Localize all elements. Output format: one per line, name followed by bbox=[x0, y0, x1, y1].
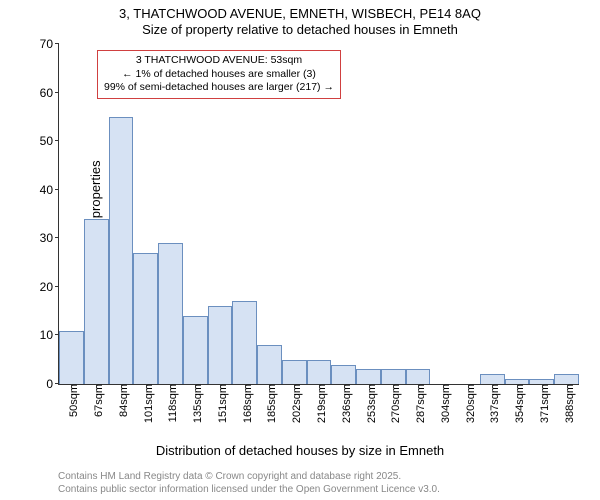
histogram-bar bbox=[59, 331, 84, 384]
y-tick-label: 70 bbox=[40, 37, 59, 51]
y-tick-mark bbox=[55, 237, 59, 238]
x-tick-label: 50sqm bbox=[62, 384, 80, 417]
plot-area: 3 THATCHWOOD AVENUE: 53sqm ← 1% of detac… bbox=[58, 44, 579, 385]
y-tick-label: 30 bbox=[40, 231, 59, 245]
footer-line1: Contains HM Land Registry data © Crown c… bbox=[58, 470, 440, 483]
histogram-bar bbox=[257, 345, 282, 384]
x-tick-label: 320sqm bbox=[459, 384, 477, 423]
x-tick-mark bbox=[245, 384, 246, 388]
x-tick-label: 388sqm bbox=[558, 384, 576, 423]
x-tick-label: 168sqm bbox=[236, 384, 254, 423]
annotation-line2: ← 1% of detached houses are smaller (3) bbox=[104, 68, 334, 82]
x-tick-label: 304sqm bbox=[434, 384, 452, 423]
histogram-bar bbox=[331, 365, 356, 384]
chart-container: 3, THATCHWOOD AVENUE, EMNETH, WISBECH, P… bbox=[0, 0, 600, 500]
x-tick-label: 135sqm bbox=[186, 384, 204, 423]
x-tick-mark bbox=[344, 384, 345, 388]
x-tick-mark bbox=[567, 384, 568, 388]
histogram-bar bbox=[158, 243, 183, 384]
histogram-bar bbox=[109, 117, 134, 384]
x-tick-label: 253sqm bbox=[360, 384, 378, 423]
x-tick-label: 202sqm bbox=[285, 384, 303, 423]
x-tick-label: 236sqm bbox=[335, 384, 353, 423]
x-tick-mark bbox=[220, 384, 221, 388]
footer-text: Contains HM Land Registry data © Crown c… bbox=[58, 470, 440, 496]
histogram-bar bbox=[307, 360, 332, 384]
x-axis-label: Distribution of detached houses by size … bbox=[0, 443, 600, 458]
x-tick-label: 270sqm bbox=[384, 384, 402, 423]
annotation-box: 3 THATCHWOOD AVENUE: 53sqm ← 1% of detac… bbox=[97, 50, 341, 99]
annotation-line1: 3 THATCHWOOD AVENUE: 53sqm bbox=[104, 54, 334, 68]
x-tick-mark bbox=[195, 384, 196, 388]
histogram-bar bbox=[406, 369, 431, 384]
histogram-bar bbox=[554, 374, 579, 384]
chart-title-line2: Size of property relative to detached ho… bbox=[0, 22, 600, 37]
x-tick-label: 354sqm bbox=[508, 384, 526, 423]
x-tick-label: 101sqm bbox=[137, 384, 155, 423]
histogram-bar bbox=[133, 253, 158, 384]
histogram-bar bbox=[208, 306, 233, 384]
annotation-line3: 99% of semi-detached houses are larger (… bbox=[104, 81, 334, 95]
x-tick-mark bbox=[96, 384, 97, 388]
x-tick-mark bbox=[71, 384, 72, 388]
histogram-bar bbox=[480, 374, 505, 384]
x-tick-mark bbox=[468, 384, 469, 388]
y-tick-label: 20 bbox=[40, 280, 59, 294]
x-tick-mark bbox=[294, 384, 295, 388]
x-tick-mark bbox=[369, 384, 370, 388]
y-tick-label: 0 bbox=[46, 377, 59, 391]
histogram-bar bbox=[232, 301, 257, 384]
histogram-bar bbox=[282, 360, 307, 384]
x-tick-label: 371sqm bbox=[533, 384, 551, 423]
chart-title-line1: 3, THATCHWOOD AVENUE, EMNETH, WISBECH, P… bbox=[0, 6, 600, 21]
x-tick-mark bbox=[269, 384, 270, 388]
x-tick-mark bbox=[146, 384, 147, 388]
y-tick-mark bbox=[55, 43, 59, 44]
x-tick-label: 67sqm bbox=[87, 384, 105, 417]
y-tick-mark bbox=[55, 92, 59, 93]
histogram-bar bbox=[381, 369, 406, 384]
x-tick-mark bbox=[443, 384, 444, 388]
x-tick-label: 219sqm bbox=[310, 384, 328, 423]
x-tick-mark bbox=[517, 384, 518, 388]
y-tick-mark bbox=[55, 140, 59, 141]
x-tick-label: 84sqm bbox=[112, 384, 130, 417]
histogram-bar bbox=[356, 369, 381, 384]
x-tick-mark bbox=[319, 384, 320, 388]
y-tick-label: 50 bbox=[40, 134, 59, 148]
x-tick-label: 118sqm bbox=[161, 384, 179, 422]
x-tick-mark bbox=[492, 384, 493, 388]
x-tick-mark bbox=[121, 384, 122, 388]
x-tick-label: 151sqm bbox=[211, 384, 229, 423]
x-tick-mark bbox=[418, 384, 419, 388]
y-tick-mark bbox=[55, 286, 59, 287]
x-tick-mark bbox=[393, 384, 394, 388]
y-tick-label: 40 bbox=[40, 183, 59, 197]
y-tick-label: 10 bbox=[40, 328, 59, 342]
x-tick-label: 337sqm bbox=[483, 384, 501, 423]
y-tick-label: 60 bbox=[40, 86, 59, 100]
footer-line2: Contains public sector information licen… bbox=[58, 483, 440, 496]
histogram-bar bbox=[84, 219, 109, 384]
histogram-bar bbox=[183, 316, 208, 384]
x-tick-mark bbox=[542, 384, 543, 388]
x-tick-label: 287sqm bbox=[409, 384, 427, 423]
y-tick-mark bbox=[55, 189, 59, 190]
x-tick-label: 185sqm bbox=[260, 384, 278, 423]
x-tick-mark bbox=[170, 384, 171, 388]
